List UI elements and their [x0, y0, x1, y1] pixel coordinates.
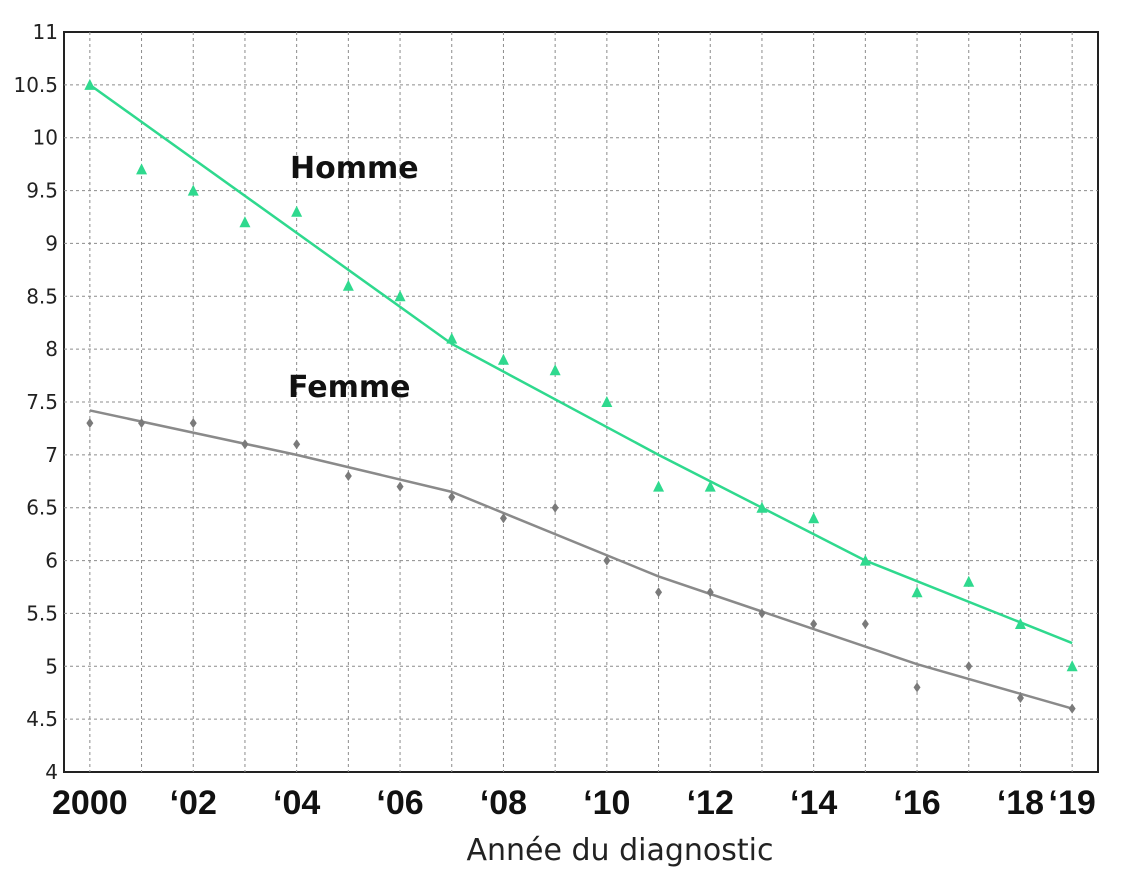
data-point: [861, 619, 869, 629]
data-point: [706, 587, 714, 598]
data-point: [913, 682, 921, 693]
y-tick-label: 4.5: [26, 707, 58, 731]
data-point: [859, 554, 871, 566]
data-point: [189, 418, 197, 429]
y-tick-label: 10.5: [13, 73, 58, 97]
x-tick-label: ‘14: [790, 784, 837, 822]
series-homme: [84, 78, 1078, 672]
data-point: [394, 290, 406, 302]
data-point: [241, 439, 249, 450]
data-point: [756, 501, 768, 513]
data-point: [499, 513, 507, 524]
grid: [64, 32, 1098, 772]
data-point: [344, 471, 352, 481]
data-point: [138, 418, 146, 429]
x-tick-label: ‘04: [273, 784, 320, 822]
data-point: [810, 619, 818, 629]
data-point: [655, 587, 663, 598]
x-tick-label: ‘08: [480, 784, 527, 822]
x-tick-label: ‘12: [687, 784, 734, 822]
data-point: [291, 205, 303, 217]
data-point: [1016, 693, 1024, 703]
data-point: [551, 502, 559, 513]
data-point: [965, 661, 973, 672]
y-tick-label: 5.5: [26, 601, 58, 625]
x-tick-label: ‘02: [170, 784, 217, 822]
data-point: [601, 396, 613, 407]
data-point: [549, 364, 561, 376]
y-tick-label: 6.5: [26, 496, 58, 520]
trend-line-femme: [89, 409, 1073, 710]
data-point: [86, 418, 94, 429]
x-axis-label: Année du diagnostic: [467, 833, 774, 868]
series-layer: [84, 78, 1078, 714]
y-tick-label: 9: [45, 231, 58, 255]
data-point: [293, 439, 301, 450]
data-point: [187, 184, 199, 196]
x-tick-label: 2000: [52, 784, 128, 822]
x-tick-label: ‘19: [1049, 784, 1096, 822]
x-tick-label: ‘10: [583, 784, 630, 822]
data-point: [704, 480, 716, 492]
data-point: [1068, 703, 1076, 714]
series-label-homme: Homme: [290, 151, 419, 186]
y-tick-label: 6: [45, 549, 58, 573]
y-tick-label: 11: [33, 20, 58, 44]
data-point: [396, 481, 404, 492]
y-tick-label: 8.5: [26, 284, 58, 308]
data-point: [758, 608, 766, 619]
y-tick-label: 5: [45, 654, 58, 678]
x-tick-label: ‘06: [376, 784, 423, 822]
data-point: [239, 216, 251, 228]
data-point: [497, 353, 509, 365]
data-point: [911, 586, 923, 598]
data-point: [136, 163, 148, 175]
data-point: [603, 555, 611, 566]
data-point: [653, 480, 665, 492]
y-tick-label: 9.5: [26, 179, 58, 203]
data-point: [448, 492, 456, 503]
y-tick-label: 7: [45, 443, 58, 467]
data-point: [1014, 618, 1026, 629]
data-point: [963, 575, 975, 587]
data-point: [342, 279, 354, 291]
data-point: [446, 332, 458, 344]
x-axis-ticks: 2000 ‘02 ‘04 ‘06 ‘08 ‘10 ‘12 ‘14 ‘16 ‘18 ‘19: [52, 784, 1096, 822]
y-tick-label: 8: [45, 337, 58, 361]
data-point: [84, 78, 96, 90]
data-point: [1066, 660, 1078, 672]
series-femme: [86, 409, 1076, 714]
y-axis-ticks: 4 4.5 5 5.5 6 6.5 7 7.5 8 8.5 9 9.5 10 10.5 11: [13, 20, 58, 784]
x-tick-label: ‘16: [893, 784, 940, 822]
x-tick-label: ‘18: [997, 784, 1044, 822]
series-label-femme: Femme: [288, 370, 411, 405]
y-tick-label: 10: [33, 126, 58, 150]
trend-line-homme: [89, 83, 1073, 645]
data-point: [808, 512, 820, 524]
y-tick-label: 7.5: [26, 390, 58, 414]
y-tick-label: 4: [45, 760, 58, 784]
